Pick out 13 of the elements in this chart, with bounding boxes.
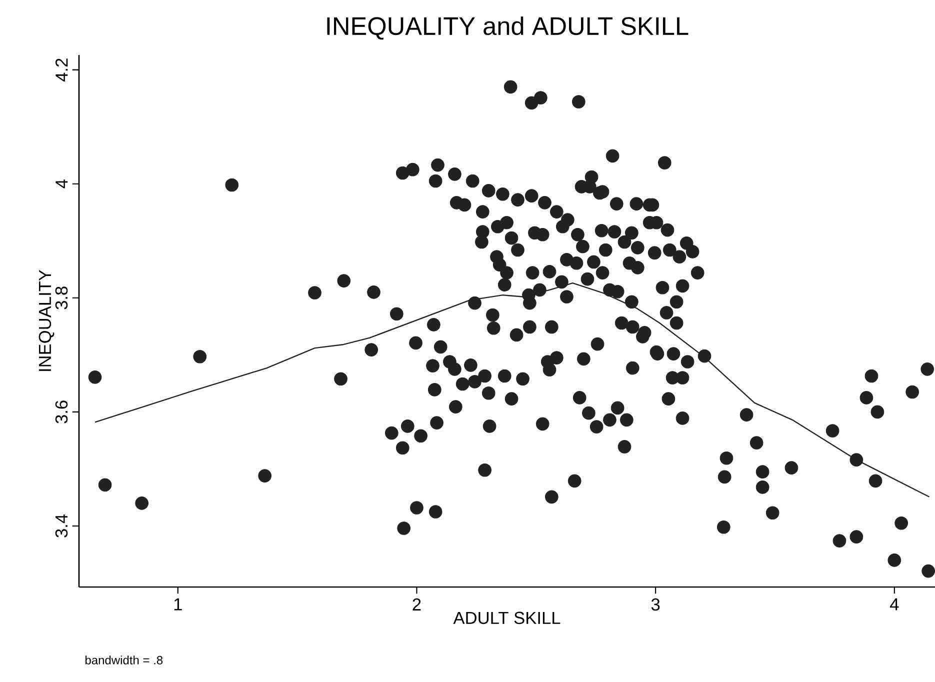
x-tick-label: 2 [412, 598, 421, 610]
x-tick-label: 3 [651, 598, 660, 611]
x-tick-label: 1 [174, 598, 182, 610]
text: bandwidth = .8 [85, 656, 163, 664]
y-tick-label: 3.6 [55, 400, 68, 424]
y-tick-label: 4 [56, 180, 68, 188]
y-tick-label: 3.4 [55, 514, 68, 538]
x-tick-label: 4 [890, 598, 899, 610]
y-axis-title: INEQUALITY [38, 270, 54, 371]
y-tick-label: 4.2 [56, 58, 68, 82]
chart-title: INEQUALITY and ADULT SKILL [327, 16, 688, 40]
y-tick-label: 3.8 [55, 286, 68, 310]
x-axis-title: ADULT SKILL [453, 612, 560, 624]
